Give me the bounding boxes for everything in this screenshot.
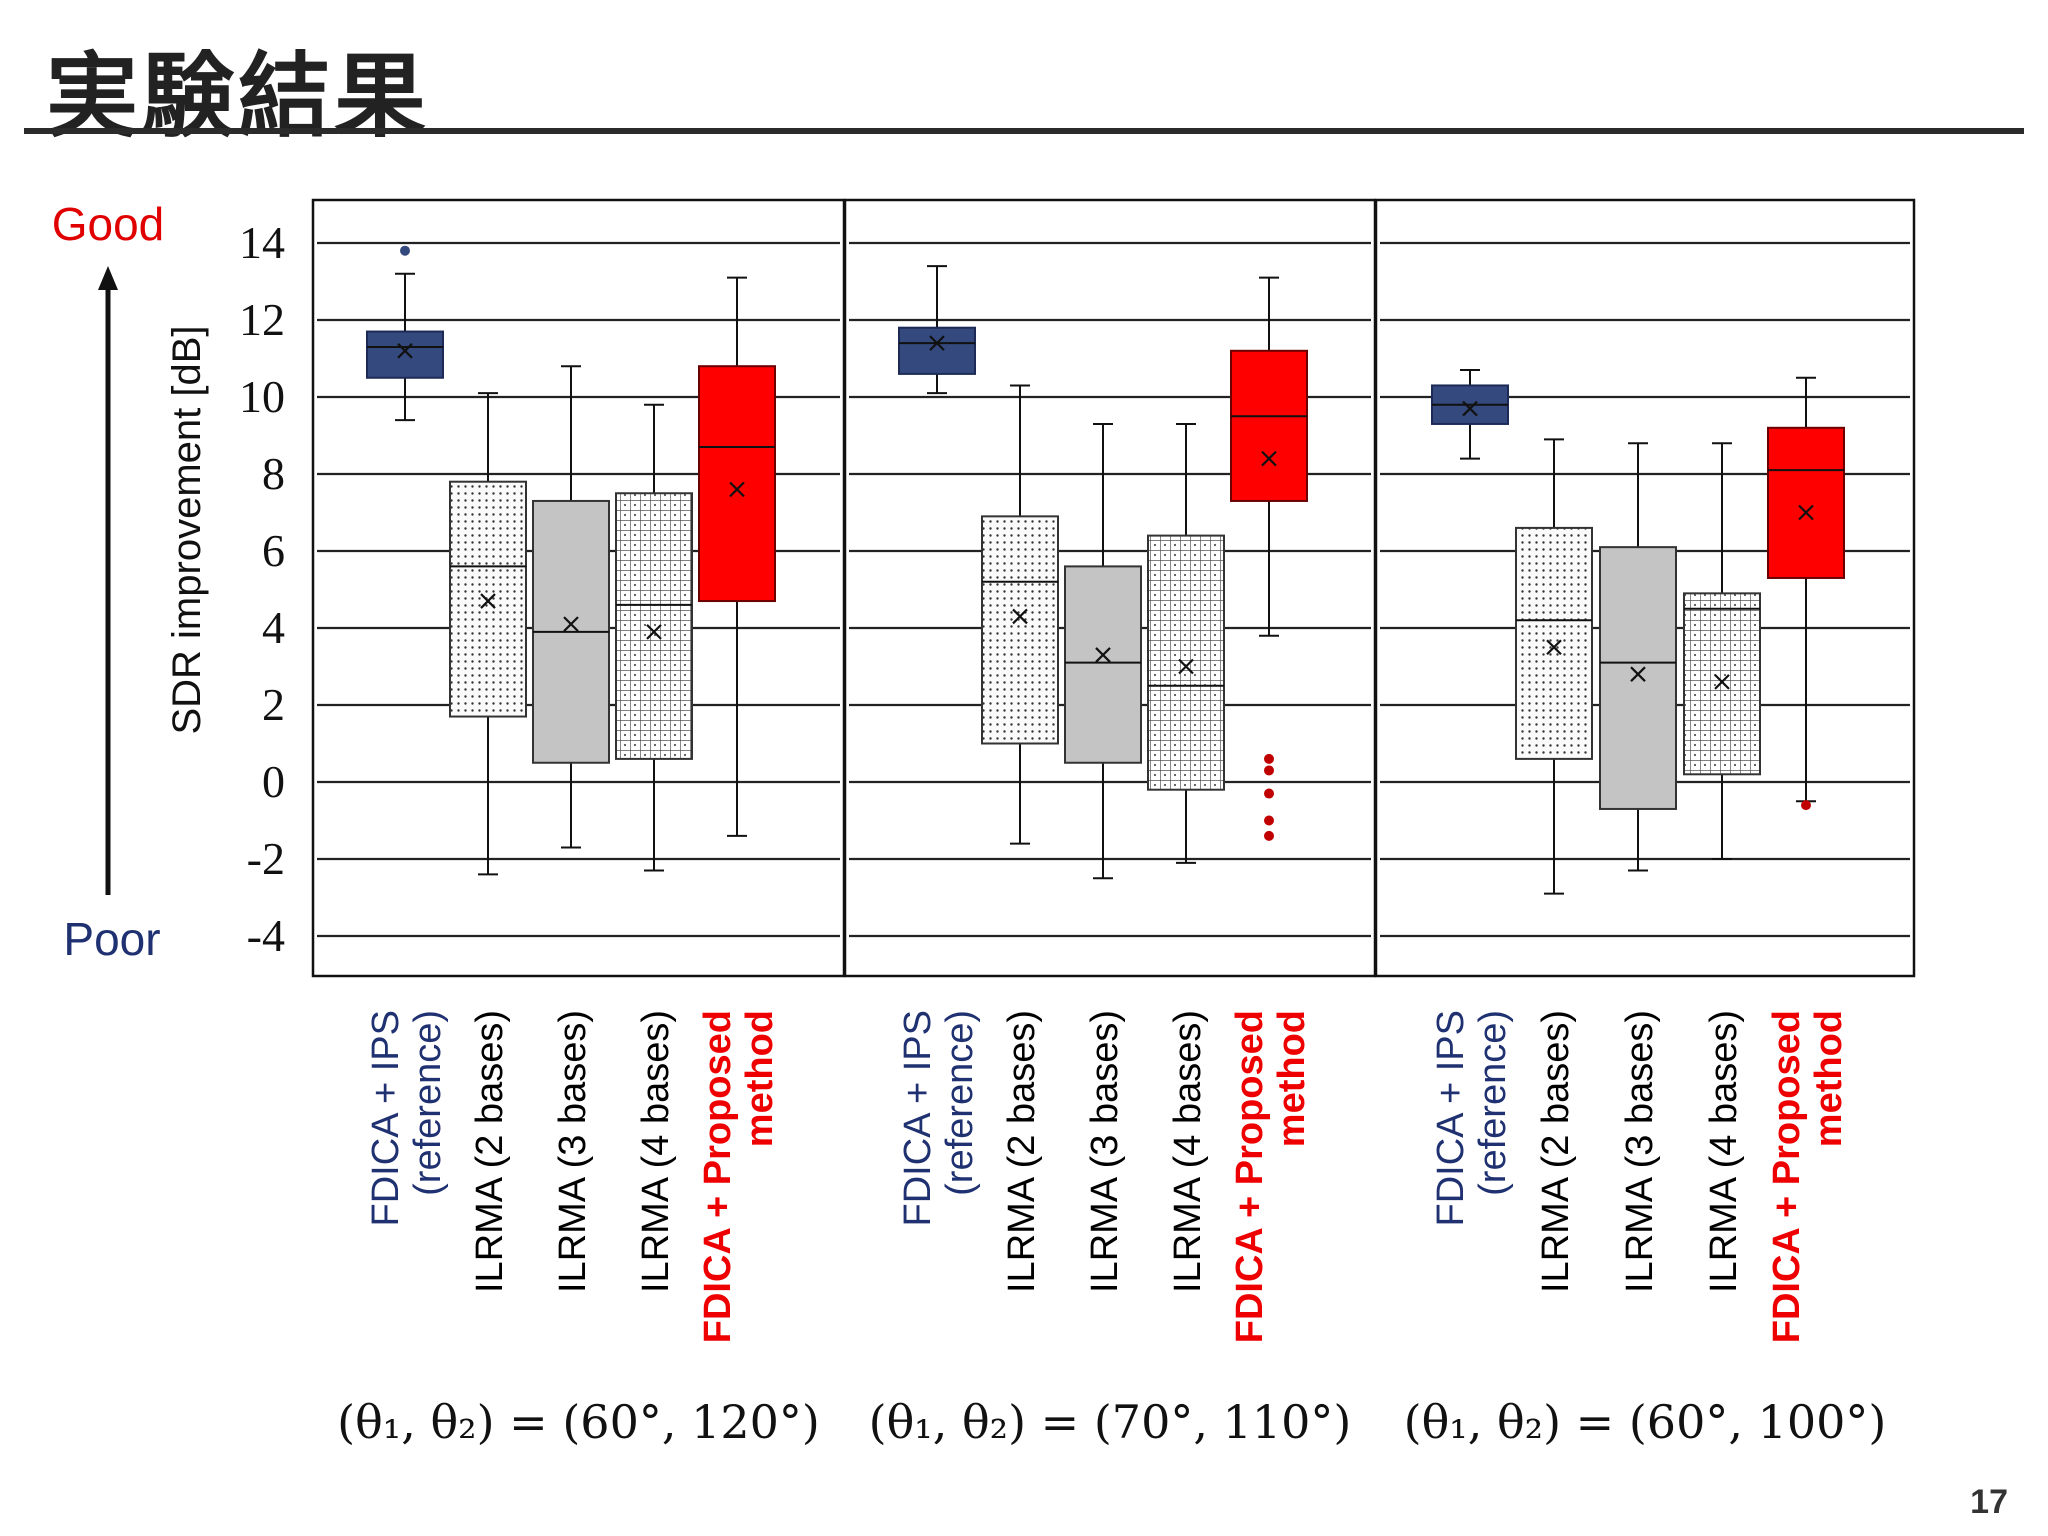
mean-marker	[1012, 608, 1028, 625]
box-iqr	[1147, 534, 1225, 791]
category-label: ILRMA (4 bases)	[1167, 1010, 1209, 1293]
mean-marker	[1630, 666, 1646, 682]
box-iqr	[615, 492, 693, 760]
mean-marker	[1546, 639, 1562, 656]
title-divider	[24, 128, 2024, 134]
category-label: ILRMA (3 bases)	[1619, 1010, 1661, 1293]
y-tick-label: 8	[262, 448, 285, 499]
category-label: ILRMA (3 bases)	[1084, 1010, 1126, 1293]
box-iqr	[366, 330, 444, 379]
category-label: (reference)	[407, 1010, 449, 1196]
box-iqr	[1599, 546, 1677, 810]
category-label: FDICA + Proposed	[1766, 1010, 1808, 1343]
category-label: ILRMA (3 bases)	[552, 1010, 594, 1293]
outlier-point	[1264, 788, 1274, 799]
box-iqr	[698, 365, 776, 603]
y-tick-label: 12	[239, 294, 285, 345]
mean-marker	[480, 593, 496, 609]
y-tick-label: 14	[239, 217, 285, 268]
category-label: FDICA + Proposed	[1229, 1010, 1271, 1343]
mean-marker	[1261, 450, 1277, 467]
box-iqr	[1064, 565, 1142, 764]
category-label: FDICA + IPS	[897, 1010, 939, 1226]
y-tick-label: -2	[247, 833, 285, 884]
category-label: ILRMA (4 bases)	[1703, 1010, 1745, 1293]
outlier-point	[1801, 800, 1811, 811]
category-label: (reference)	[1472, 1010, 1514, 1196]
mean-marker	[1095, 647, 1111, 663]
poor-label: Poor	[63, 913, 160, 965]
box-iqr	[449, 480, 527, 718]
box-iqr	[1515, 526, 1593, 760]
chart-panels: FDICA + IPS (reference) ILRMA (2 bases) ILR…	[311, 198, 1916, 1449]
panel-caption: (θ₁, θ₂) = (60°, 100°)	[1404, 1395, 1887, 1449]
category-label: FDICA + Proposed	[697, 1010, 739, 1343]
box-iqr	[1683, 592, 1761, 776]
mean-marker	[563, 616, 579, 632]
outlier-point	[1264, 830, 1274, 841]
category-label: ILRMA (4 bases)	[635, 1010, 677, 1293]
category-label: ILRMA (2 bases)	[1535, 1010, 1577, 1293]
mean-marker	[1798, 504, 1814, 521]
category-label: method	[1808, 1010, 1850, 1147]
category-label: ILRMA (2 bases)	[1001, 1010, 1043, 1293]
mean-marker	[1462, 400, 1478, 417]
chart-panel-3: FDICA + IPS (reference) ILRMA (2 bases) ILR…	[1374, 198, 1916, 1449]
chart-panel-2: FDICA + IPS (reference) ILRMA (2 bases) ILR…	[843, 198, 1377, 1449]
box-iqr	[1767, 426, 1845, 579]
y-axis-label: SDR improvement [dB]	[165, 325, 209, 734]
y-tick-label: -4	[247, 910, 285, 961]
category-label: FDICA + IPS	[365, 1010, 407, 1226]
box-iqr	[981, 515, 1059, 745]
y-tick-label: 4	[262, 602, 285, 653]
mean-marker	[1714, 674, 1730, 690]
category-label: method	[1271, 1010, 1313, 1147]
mean-marker	[729, 481, 745, 498]
outlier-point	[1264, 765, 1274, 776]
category-label: (reference)	[939, 1010, 981, 1196]
y-tick-labels: -4 -2 0 2 4 6 8 10 12 14	[239, 217, 285, 961]
category-label: ILRMA (2 bases)	[469, 1010, 511, 1293]
category-label: FDICA + IPS	[1430, 1010, 1472, 1226]
panel-caption: (θ₁, θ₂) = (70°, 110°)	[869, 1395, 1352, 1449]
y-tick-label: 6	[262, 525, 285, 576]
category-label: method	[739, 1010, 781, 1147]
box-iqr	[1230, 349, 1308, 502]
mean-marker	[1178, 658, 1194, 675]
y-tick-label: 10	[239, 371, 285, 422]
quality-arrow-head	[98, 266, 118, 290]
y-tick-label: 2	[262, 679, 285, 730]
chart-panel-1: FDICA + IPS (reference) ILRMA (2 bases) ILR…	[311, 198, 846, 1449]
panel-caption: (θ₁, θ₂) = (60°, 120°)	[337, 1395, 820, 1449]
page-number: 17	[1970, 1483, 2008, 1521]
mean-marker	[929, 335, 945, 351]
outlier-point	[400, 245, 410, 256]
good-label: Good	[52, 198, 165, 250]
box-iqr	[898, 326, 976, 375]
outlier-point	[1264, 815, 1274, 826]
mean-marker	[646, 624, 662, 640]
outlier-point	[1264, 753, 1274, 764]
y-tick-label: 0	[262, 756, 285, 807]
mean-marker	[397, 343, 413, 359]
